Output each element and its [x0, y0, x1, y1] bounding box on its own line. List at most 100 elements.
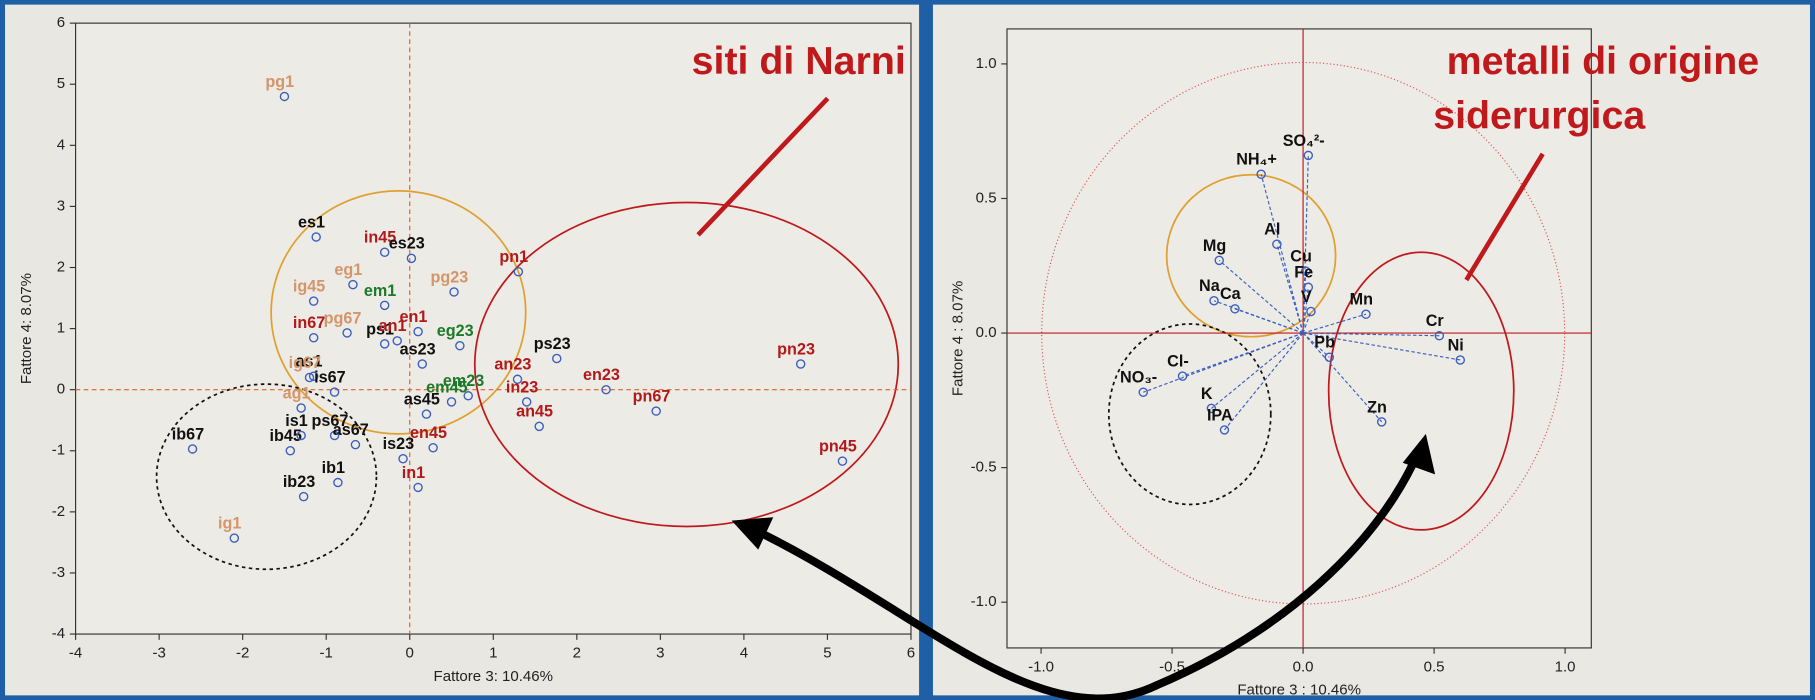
- point-label: V: [1301, 288, 1312, 306]
- point: [413, 326, 423, 337]
- point-label: Ni: [1448, 336, 1464, 354]
- group-ellipse: [1165, 173, 1337, 338]
- x-tick-label: 4: [740, 645, 748, 662]
- point-label: Mg: [1203, 237, 1226, 255]
- point-label: pn23: [777, 340, 815, 358]
- point: [379, 247, 390, 257]
- point: [342, 328, 352, 338]
- x-tick-label: 0.5: [1424, 659, 1445, 676]
- point-label: in67: [293, 314, 325, 332]
- point-label: K: [1201, 385, 1213, 403]
- x-tick-label: 5: [823, 645, 831, 662]
- loading-vector: [1302, 287, 1309, 334]
- point-label: as1: [296, 353, 323, 371]
- y-tick-label: 0.5: [976, 189, 997, 206]
- point: [308, 371, 319, 381]
- point-label: Pb: [1314, 334, 1335, 352]
- x-tick-label: 0.0: [1293, 659, 1314, 676]
- point: [304, 372, 315, 383]
- y-tick-label: -0.5: [971, 459, 997, 476]
- y-tick-label: -1: [52, 442, 65, 459]
- point: [398, 453, 408, 464]
- point-label: as67: [333, 421, 369, 439]
- loading-vector: [1302, 332, 1330, 358]
- point-label: ag1: [283, 384, 311, 402]
- link-arrow: [750, 451, 1422, 700]
- y-tick-label: 1: [57, 320, 65, 337]
- point-label: Mn: [1350, 291, 1373, 309]
- point-label: pg1: [265, 73, 294, 91]
- point-label: in45: [364, 229, 396, 247]
- y-tick-label: 1.0: [976, 55, 997, 72]
- point-label: Cr: [1426, 312, 1445, 330]
- point-label: ig1: [218, 515, 241, 533]
- point: [1306, 306, 1316, 317]
- x-tick-label: 1.0: [1555, 659, 1576, 676]
- point-label: Zn: [1367, 398, 1387, 416]
- point-label: em45: [426, 378, 467, 396]
- point-label: ps67: [311, 412, 348, 430]
- point: [1138, 387, 1148, 398]
- point-label: en23: [583, 366, 620, 384]
- loading-vector: [1276, 244, 1304, 334]
- point-label: NO₃-: [1120, 369, 1157, 387]
- point: [512, 374, 523, 385]
- point: [1303, 150, 1314, 161]
- point: [229, 533, 240, 543]
- point: [413, 482, 423, 493]
- point: [308, 333, 319, 343]
- point: [379, 339, 390, 349]
- point: [279, 91, 290, 102]
- y-tick-label: 0.0: [976, 324, 997, 341]
- arrow-head: [1402, 433, 1436, 475]
- point: [379, 300, 390, 311]
- chart-layer: -4 -3 -2 -1 0 1 2 3 4 5 6 -4 -3 -2 -1 0 1 2 3 4 5 6 Fattore 3:…: [18, 14, 1592, 699]
- point: [1361, 309, 1371, 319]
- point: [329, 387, 340, 397]
- x-tick-label: 6: [907, 645, 915, 662]
- point-label: ig45: [293, 278, 325, 296]
- point: [601, 384, 611, 395]
- point: [428, 442, 438, 453]
- loading-vector: [1182, 332, 1304, 377]
- y-tick-label: 5: [57, 75, 65, 92]
- x-tick-label: 0: [406, 645, 414, 662]
- loading-vector: [1302, 271, 1307, 334]
- point-label: an45: [516, 403, 553, 421]
- annotation: siti di Narni: [692, 39, 906, 83]
- point-label: as45: [404, 391, 440, 409]
- point-label: es23: [389, 235, 425, 253]
- point: [513, 267, 524, 277]
- y-tick-label: 6: [57, 14, 65, 31]
- point-label: Fe: [1294, 264, 1313, 282]
- y-tick-label: -4: [52, 625, 65, 642]
- point-label: eg23: [437, 322, 474, 340]
- point-label: an1: [379, 317, 407, 335]
- loading-vector: [1260, 174, 1304, 334]
- point: [521, 397, 532, 407]
- point-label: es1: [298, 213, 325, 231]
- point-label: SO₄²-: [1283, 132, 1325, 150]
- loading-vector: [1218, 259, 1304, 334]
- point: [446, 397, 457, 407]
- y-tick-label: 2: [57, 258, 65, 275]
- loading-vector: [1234, 308, 1304, 334]
- point: [1300, 266, 1311, 276]
- plot-frame: [75, 22, 912, 635]
- point-label: is23: [383, 435, 415, 453]
- point-label: NH₄+: [1236, 151, 1277, 169]
- point: [1272, 239, 1282, 249]
- loading-vector: [1224, 332, 1304, 431]
- annotation-line: [696, 96, 830, 237]
- point: [1324, 352, 1335, 363]
- point-label: pn1: [499, 248, 528, 266]
- point: [837, 456, 848, 466]
- x-tick-label: -1: [320, 645, 333, 662]
- annotation: metalli di origine: [1447, 39, 1760, 83]
- group-ellipse: [270, 190, 527, 435]
- point: [285, 446, 296, 456]
- point: [1376, 417, 1387, 427]
- loading-vector: [1143, 332, 1304, 393]
- group-ellipse: [1327, 251, 1515, 531]
